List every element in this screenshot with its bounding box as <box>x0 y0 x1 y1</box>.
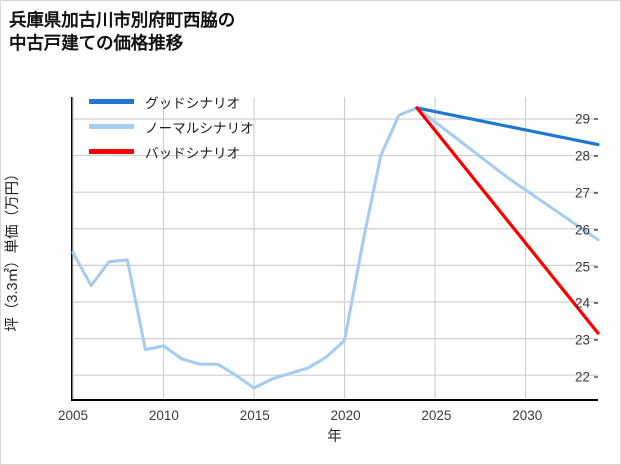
legend-item-label: ノーマルシナリオ <box>145 120 254 136</box>
gridlines <box>73 97 598 399</box>
y-tick-mark <box>594 339 598 341</box>
legend-color-swatch <box>89 124 134 129</box>
y-tick-label: 27 <box>574 185 590 201</box>
legend-item-label: バッドシナリオ <box>145 145 241 161</box>
x-tick-label: 2010 <box>148 408 179 423</box>
y-tick-mark <box>594 376 598 378</box>
x-tick-label: 2005 <box>57 408 89 423</box>
y-tick-mark <box>594 155 598 157</box>
y-axis-title: 坪（3.3㎡）単価（万円） <box>4 166 21 332</box>
chart-title: 兵庫県加古川市別府町西脇の 中古戸建ての価格推移 <box>9 10 236 54</box>
y-tick-label: 29 <box>574 111 590 127</box>
y-tick-mark <box>594 118 598 120</box>
data-series-layer <box>73 97 598 399</box>
plot-area: 22 23 24 25 26 27 28 29 2005 2010 2015 2020 2025 203… <box>58 97 598 423</box>
chart-legend: グッドシナリオ ノーマルシナリオ バッドシナリオ <box>89 93 254 161</box>
legend-item-label: グッドシナリオ <box>145 95 241 111</box>
x-axis-title: 年 <box>327 429 342 445</box>
x-tick-label: 2015 <box>239 408 270 423</box>
y-tick-mark <box>594 302 598 304</box>
legend-item[interactable]: バッドシナリオ <box>89 143 254 161</box>
legend-item[interactable]: グッドシナリオ <box>89 93 254 111</box>
series-line <box>73 108 598 388</box>
y-tick-label: 24 <box>574 295 590 311</box>
y-tick-label: 25 <box>574 259 590 274</box>
x-tick-label: 2030 <box>512 408 543 423</box>
series-line <box>417 108 598 333</box>
legend-color-swatch <box>89 149 134 154</box>
y-tick-mark <box>594 192 598 194</box>
y-tick-label: 28 <box>574 148 590 164</box>
x-tick-label: 2020 <box>330 408 361 423</box>
legend-color-swatch <box>89 99 134 104</box>
y-tick-label: 23 <box>574 332 590 348</box>
series-line <box>417 108 598 145</box>
y-tick-label: 22 <box>574 369 590 385</box>
y-tick-mark <box>594 229 598 231</box>
y-tick-mark <box>594 266 598 267</box>
x-tick-label: 2025 <box>421 408 452 423</box>
y-tick-label: 26 <box>574 222 590 238</box>
legend-item[interactable]: ノーマルシナリオ <box>89 118 254 136</box>
